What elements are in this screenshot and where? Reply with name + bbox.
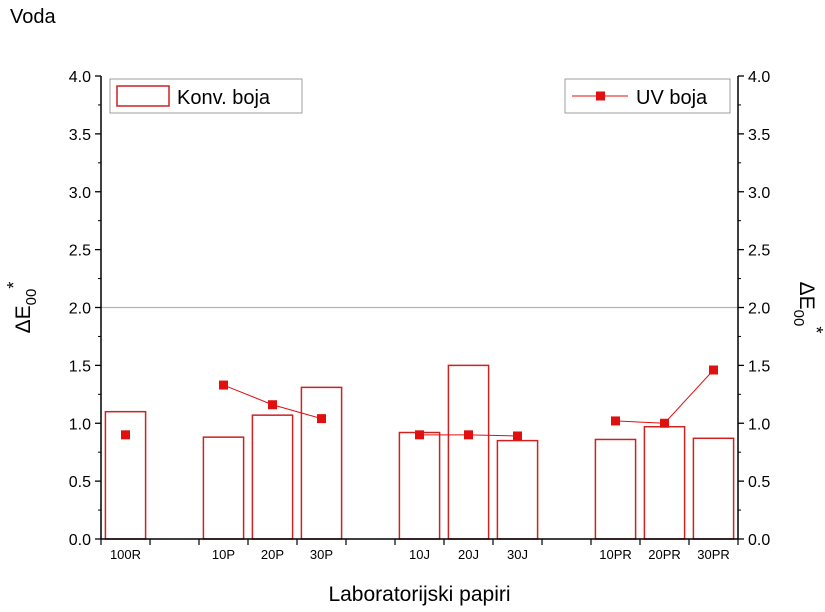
x-tick-label-30J: 30J xyxy=(507,547,528,562)
legend-box-left xyxy=(109,78,303,114)
x-tick-label-20J: 20J xyxy=(458,547,479,562)
y-tick-label-left: 0.5 xyxy=(69,474,91,491)
x-tick-label-30P: 30P xyxy=(310,547,333,562)
y-tick-label-left: 4.0 xyxy=(69,69,91,86)
labels-layer: 0.0 0.0 0.5 0.5 1.0 1.0 1.5 1.5 2.0 2.0 2.5 2.5 3.0 3… xyxy=(4,69,825,606)
legend-label-konv: Konv. boja xyxy=(177,87,271,109)
uv-point-10J xyxy=(415,430,424,440)
y-axis-title-right-subscript: 00 xyxy=(790,310,807,327)
uv-point-20P xyxy=(268,400,277,410)
bar-10J xyxy=(398,431,441,540)
y-axis-title-right-superscript: * xyxy=(806,326,825,333)
y-tick-label-left: 3.5 xyxy=(69,127,91,144)
bar-10P xyxy=(202,436,245,540)
y-axis-title-left: ΔE00* xyxy=(4,282,40,334)
x-axis-title: Laboratorijski papiri xyxy=(328,583,510,606)
y-tick-label-right: 3.5 xyxy=(748,127,770,144)
y-tick-label-left: 0.0 xyxy=(69,532,91,549)
y-tick-label-left: 1.5 xyxy=(69,358,91,375)
legend-swatch-konv xyxy=(116,85,170,107)
y-tick-label-right: 0.5 xyxy=(748,474,770,491)
uv-point-100R xyxy=(121,430,130,440)
x-tick-label-30PR: 30PR xyxy=(697,547,730,562)
bar-30J xyxy=(496,439,539,540)
x-tick-label-20P: 20P xyxy=(261,547,284,562)
axes-layer xyxy=(95,75,744,545)
bar-30PR xyxy=(692,437,735,540)
uv-point-30P xyxy=(317,414,326,424)
legend-swatch-uv-marker xyxy=(596,91,605,101)
legend-label-uv: UV boja xyxy=(636,87,708,109)
x-tick-label-10P: 10P xyxy=(212,547,235,562)
bars-layer xyxy=(104,364,735,540)
bar-30P xyxy=(300,386,343,540)
x-tick-label-10PR: 10PR xyxy=(599,547,632,562)
x-tick-label-20PR: 20PR xyxy=(648,547,681,562)
x-tick-label-10J: 10J xyxy=(409,547,430,562)
y-tick-label-right: 0.0 xyxy=(748,532,770,549)
bar-20J xyxy=(447,364,490,540)
legend-layer: Konv. boja UV boja xyxy=(109,78,731,114)
y-axis-title-right: ΔE00* xyxy=(790,282,825,334)
y-tick-label-right: 2.0 xyxy=(748,301,770,318)
bar-20P xyxy=(251,414,294,540)
y-tick-label-left: 2.5 xyxy=(69,243,91,260)
y-axis-title-left-superscript: * xyxy=(4,282,24,289)
uv-point-10PR xyxy=(611,416,620,426)
y-tick-label-right: 2.5 xyxy=(748,243,770,260)
uv-line-segment-4 xyxy=(615,369,714,424)
uv-point-20PR xyxy=(660,418,669,428)
y-tick-label-right: 1.0 xyxy=(748,416,770,433)
y-tick-label-right: 4.0 xyxy=(748,69,770,86)
bar-10PR xyxy=(594,438,637,540)
y-tick-label-left: 2.0 xyxy=(69,301,91,318)
x-tick-label-100R: 100R xyxy=(110,547,141,562)
uv-point-30PR xyxy=(709,365,718,375)
y-tick-label-right: 1.5 xyxy=(748,358,770,375)
y-tick-label-left: 1.0 xyxy=(69,416,91,433)
uv-point-30J xyxy=(513,431,522,441)
y-axis-title-left-subscript: 00 xyxy=(23,289,40,306)
y-tick-label-left: 3.0 xyxy=(69,185,91,202)
uv-point-20J xyxy=(464,430,473,440)
page-title: Voda xyxy=(10,6,56,28)
bar-20PR xyxy=(643,425,686,540)
uv-point-10P xyxy=(219,380,228,390)
y-axis-title-left-base: ΔE xyxy=(12,305,35,333)
uv-line-layer xyxy=(121,365,718,441)
y-tick-label-right: 3.0 xyxy=(748,185,770,202)
y-axis-title-right-base: ΔE xyxy=(795,282,818,310)
